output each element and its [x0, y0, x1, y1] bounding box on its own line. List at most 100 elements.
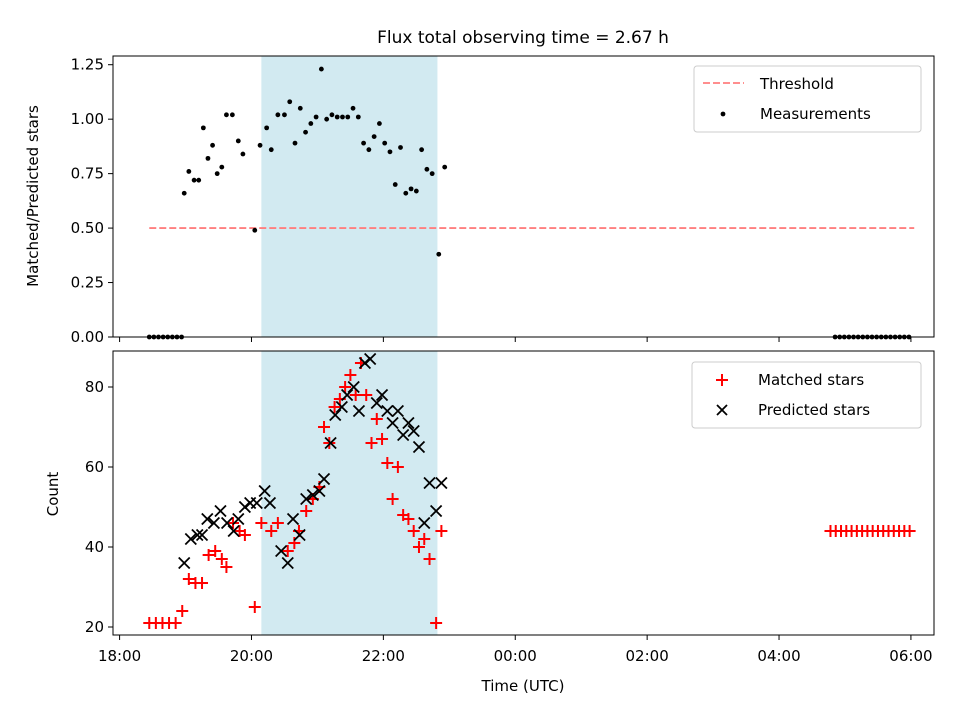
predicted-star-point — [407, 424, 420, 438]
measurement-point — [387, 149, 393, 155]
matched-star-point — [300, 505, 313, 517]
measurement-point — [313, 114, 319, 120]
top-ytick-label: 0.75 — [71, 165, 104, 183]
predicted-star-point — [214, 504, 227, 518]
matched-star-point — [238, 529, 251, 541]
matched-star-point — [288, 537, 301, 549]
measurement-point — [366, 147, 372, 153]
bottom-ytick-label: 80 — [85, 378, 104, 396]
predicted-star-point — [207, 516, 221, 530]
predicted-star-point — [317, 472, 331, 486]
bottom-xlabel: Time (UTC) — [481, 677, 565, 695]
matched-star-point — [412, 541, 425, 553]
measurement-point — [419, 147, 425, 153]
measurement-point — [200, 125, 206, 131]
top-ytick-label: 0.25 — [71, 274, 104, 292]
measurement-point — [382, 140, 388, 146]
measurement-point — [429, 171, 435, 177]
measurement-point — [371, 134, 377, 139]
top-ytick-label: 0.00 — [71, 328, 104, 346]
legend-predicted-swatch — [716, 404, 728, 416]
measurement-point — [235, 138, 241, 144]
measurement-point — [377, 121, 382, 126]
bottom-ytick-label: 60 — [85, 458, 104, 476]
top-ytick-label: 0.50 — [71, 219, 104, 237]
measurement-point — [268, 147, 274, 153]
predicted-star-point — [313, 484, 326, 498]
matched-star-point — [227, 517, 240, 529]
predicted-star-point — [429, 504, 443, 518]
predicted-star-point — [335, 400, 348, 414]
predicted-star-point — [300, 492, 313, 506]
predicted-star-point — [329, 408, 342, 422]
measurement-point — [196, 177, 202, 183]
matched-star-point — [391, 461, 404, 473]
predicted-star-point — [381, 404, 394, 418]
legend-matched-swatch — [716, 374, 728, 386]
measurement-point — [264, 125, 270, 131]
measurement-point — [424, 166, 430, 172]
matched-star-point — [386, 493, 399, 505]
panel-bottom: 20 40 60 80 18:00 20:00 22:00 00:00 02:00 04:00 0… — [44, 350, 935, 695]
matched-star-point — [248, 601, 261, 613]
matched-star-point — [202, 549, 215, 561]
measurement-point — [219, 164, 225, 170]
matched-star-point — [903, 525, 916, 537]
predicted-star-point — [201, 512, 214, 526]
predicted-star-point — [358, 356, 372, 370]
measurement-point — [392, 182, 398, 187]
predicted-star-point — [375, 388, 389, 402]
predicted-star-point — [238, 500, 252, 514]
predicted-star-point — [324, 436, 337, 450]
predicted-star-point — [191, 528, 204, 542]
predicted-star-point — [281, 556, 294, 570]
predicted-star-point — [423, 476, 436, 490]
matched-star-point — [430, 617, 443, 629]
matched-star-point — [435, 525, 448, 537]
predicted-star-point — [435, 476, 448, 490]
top-ytick-label: 1.00 — [71, 110, 104, 128]
matched-star-point — [176, 605, 189, 617]
predicted-star-point — [220, 516, 234, 530]
legend-predicted-label: Predicted stars — [758, 401, 870, 419]
bottom-xtick-label: 06:00 — [889, 647, 932, 665]
measurement-point — [350, 105, 356, 111]
matched-star-point — [196, 577, 209, 589]
measurement-point — [292, 140, 298, 146]
measurement-point — [329, 112, 335, 118]
matched-star-point — [344, 369, 357, 381]
matched-star-point — [360, 389, 373, 401]
legend-measurements-label: Measurements — [760, 105, 871, 123]
matched-star-point — [402, 513, 415, 525]
measurement-point — [229, 112, 235, 118]
matched-star-point — [182, 573, 195, 585]
predicted-star-point — [286, 512, 300, 526]
measurement-point — [214, 171, 220, 177]
measurement-point — [252, 227, 258, 233]
predicted-star-point — [370, 396, 383, 410]
predicted-star-point — [364, 352, 377, 366]
measurement-point — [436, 251, 442, 257]
matched-star-point — [255, 517, 268, 529]
panel-top: 0.00 0.25 0.50 0.75 1.00 1.25 Matched/Predict… — [24, 55, 935, 346]
legend-matched-label: Matched stars — [758, 371, 864, 389]
top-ytick-label: 1.25 — [71, 56, 104, 74]
bottom-legend: Matched stars Predicted stars — [691, 361, 922, 429]
measurement-point — [345, 114, 351, 120]
predicted-star-point — [340, 388, 354, 402]
predicted-star-point — [195, 528, 209, 542]
matched-star-point — [281, 545, 294, 557]
measurement-point — [224, 112, 229, 118]
measurement-point — [275, 112, 281, 118]
matched-star-point — [265, 525, 278, 537]
predicted-star-point — [263, 496, 277, 510]
predicted-star-point — [184, 532, 197, 546]
bottom-legend-box — [691, 361, 922, 429]
predicted-star-point — [178, 556, 191, 570]
matched-star-point — [423, 553, 436, 565]
matched-star-point — [209, 545, 222, 557]
measurement-point — [408, 186, 414, 192]
measurement-point — [257, 142, 263, 148]
chart-title: Flux total observing time = 2.67 h — [377, 28, 669, 48]
